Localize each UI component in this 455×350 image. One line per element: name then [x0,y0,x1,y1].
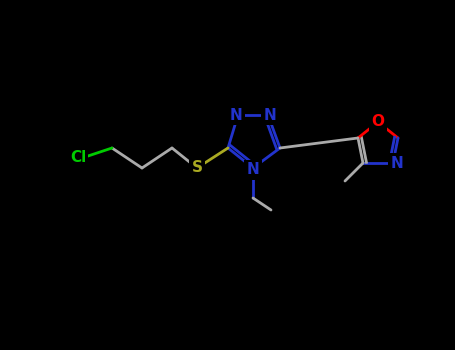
Text: N: N [263,107,276,122]
Text: N: N [230,107,243,122]
Text: N: N [391,155,404,170]
Text: O: O [371,114,384,130]
Text: Cl: Cl [70,150,86,166]
Text: S: S [192,161,202,175]
Text: N: N [247,162,259,177]
